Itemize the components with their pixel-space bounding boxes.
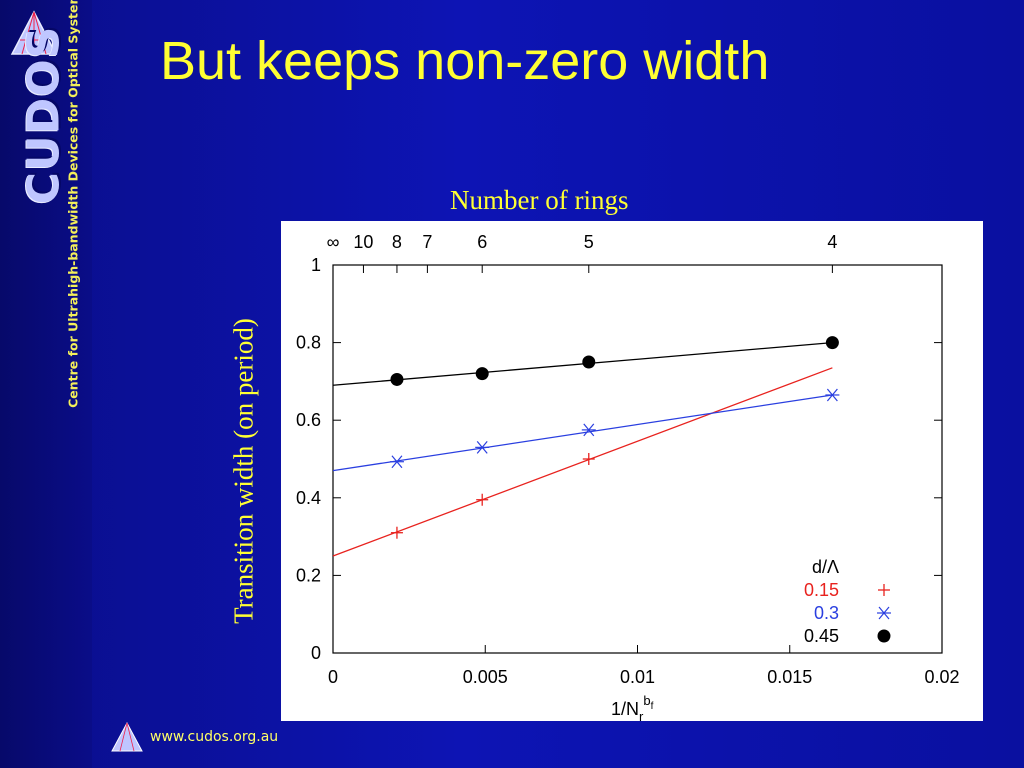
fit-line-0.15 [332, 367, 833, 557]
data-point-0.45 [475, 367, 489, 381]
cudos-logo-text: CUDOS [18, 25, 70, 205]
star-mark-d2 [476, 440, 488, 454]
y-tick-label: 0.8 [296, 333, 321, 353]
star-mark-d2 [391, 455, 403, 469]
dot-mark [877, 629, 891, 643]
legend-marker-0.15 [878, 584, 890, 596]
x-tick-label: 0.01 [620, 667, 655, 687]
legend-marker-0.45 [877, 629, 891, 643]
top-tick-label: 4 [827, 232, 837, 252]
x-tick-label: 0.005 [463, 667, 508, 687]
data-point-0.3 [581, 423, 596, 437]
y-tick-label: 1 [311, 255, 321, 275]
data-point-0.3 [825, 388, 840, 402]
data-point-0.45 [825, 336, 839, 350]
footer-logo-icon [111, 721, 143, 752]
y-tick-label: 0 [311, 643, 321, 663]
data-point-0.15 [390, 526, 403, 539]
legend-marker-0.3 [877, 606, 891, 620]
data-point-0.3 [389, 455, 404, 469]
chart-svg: 0 0.005 0.01 0.015 0.02 0 0.2 0.4 0.6 0.8 1 ∞ 10 8 7 6 5… [296, 232, 960, 721]
star-mark-d2 [826, 388, 838, 402]
y-tick-label: 0.4 [296, 488, 321, 508]
y-tick-label: 0.6 [296, 410, 321, 430]
dot-mark [582, 355, 596, 369]
sidebar-branding: CUDOS Centre for Ultrahigh-bandwidth Dev… [0, 0, 92, 768]
top-tick-label: 8 [392, 232, 402, 252]
star-mark-d2 [583, 423, 595, 437]
data-point-0.15 [582, 453, 595, 465]
plot-frame [332, 264, 943, 654]
data-point-0.45 [390, 372, 404, 386]
top-tick-label: 5 [584, 232, 594, 252]
dot-mark [825, 336, 839, 350]
slide-title: But keeps non-zero width [160, 31, 770, 91]
top-tick-label: 7 [422, 232, 432, 252]
cudos-logo-subtitle: Centre for Ultrahigh-bandwidth Devices f… [65, 0, 81, 408]
data-point-0.3 [475, 440, 490, 454]
footer-url-link[interactable]: www.cudos.org.au [150, 729, 279, 745]
plot-panel: 0 0.005 0.01 0.015 0.02 0 0.2 0.4 0.6 0.8 1 ∞ 10 8 7 6 5… [281, 221, 983, 721]
x-tick-label: 0.015 [767, 667, 812, 687]
x-tick-label: 0.02 [924, 667, 959, 687]
fit-line-0.3 [332, 394, 833, 472]
top-tick-label: 6 [477, 232, 487, 252]
legend-label-0.3: 0.3 [814, 603, 839, 623]
legend-label-0.45: 0.45 [804, 626, 839, 646]
y-tick-label: 0.2 [296, 565, 321, 585]
top-axis-caption: Number of rings [450, 185, 629, 215]
data-point-0.15 [476, 493, 489, 506]
star-mark-d2 [878, 606, 890, 620]
dot-mark [390, 372, 404, 386]
legend-label-0.15: 0.15 [804, 580, 839, 600]
top-tick-label: ∞ [327, 232, 340, 252]
y-axis-caption: Transition width (on period) [228, 318, 259, 624]
data-point-0.45 [582, 355, 596, 369]
cudos-logo-icon [10, 10, 58, 55]
legend-title: d/Λ [812, 557, 839, 577]
x-axis-label: 1/Nrbf [611, 693, 654, 721]
top-tick-label: 10 [353, 232, 373, 252]
x-tick-label: 0 [328, 667, 338, 687]
dot-mark [475, 367, 489, 381]
